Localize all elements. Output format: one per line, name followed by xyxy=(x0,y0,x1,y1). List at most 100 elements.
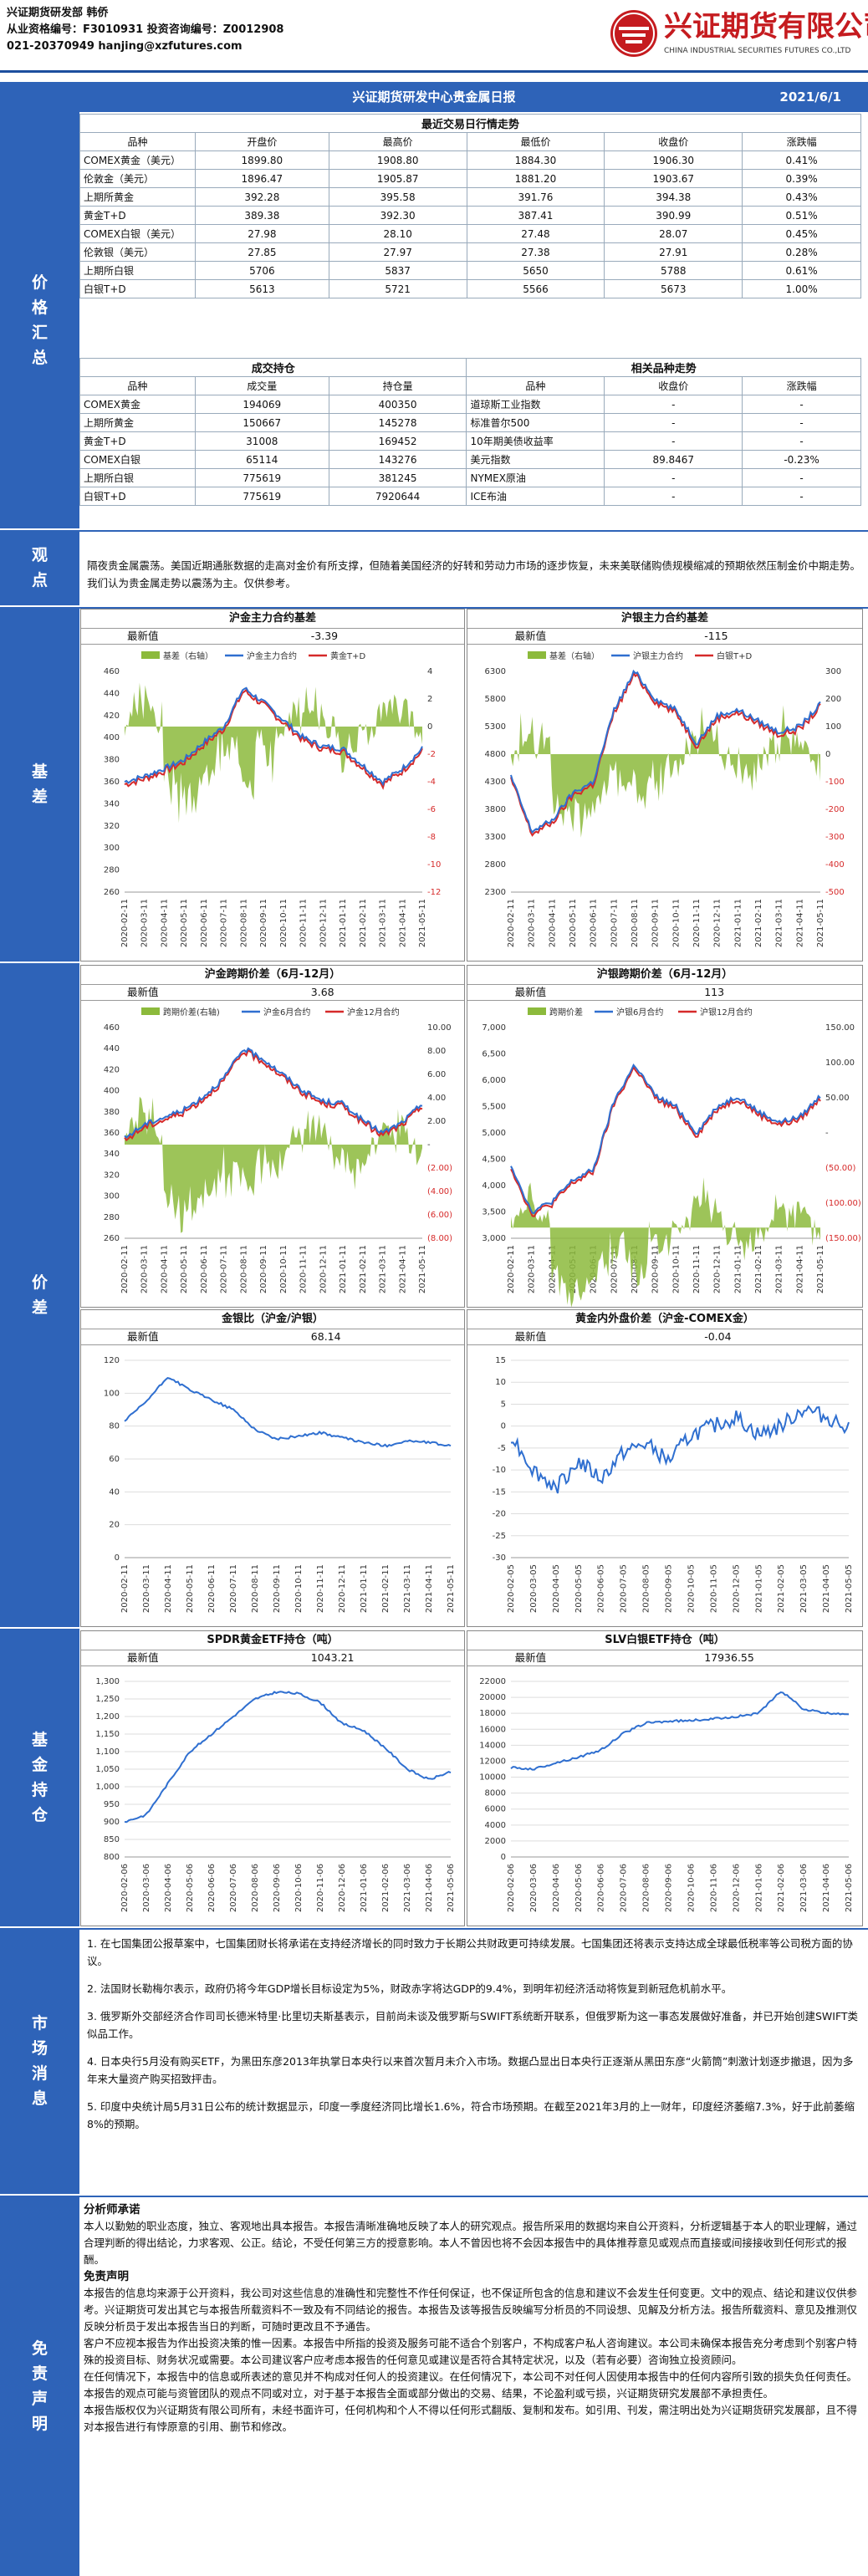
latest-value: -115 xyxy=(704,630,728,642)
table-cell: 5788 xyxy=(604,261,743,280)
x-tick-label: 2021-04-11 xyxy=(795,1245,804,1293)
x-tick-label: 2020-05-11 xyxy=(180,1245,189,1293)
x-tick-label: 2021-05-11 xyxy=(447,1564,456,1613)
y2-tick-label: -300 xyxy=(825,833,845,842)
table-cell: 1884.30 xyxy=(466,150,605,170)
table-cell: 上期所黄金 xyxy=(79,413,196,432)
section-basis-label: 基差 xyxy=(31,763,48,806)
y-tick-label: 6300 xyxy=(485,667,506,676)
legend-label: 跨期价差 xyxy=(549,1007,583,1018)
table-cell: COMEX白银（美元） xyxy=(79,224,196,243)
x-tick-label: 2021-03-11 xyxy=(775,1245,784,1293)
x-tick-label: 2021-01-05 xyxy=(754,1564,763,1613)
y2-tick-label: 100 xyxy=(825,722,841,732)
table-cell: 5566 xyxy=(466,279,605,298)
main-series-line xyxy=(510,1063,821,1214)
y2-tick-label: (50.00) xyxy=(825,1164,856,1173)
y-tick-label: 340 xyxy=(104,799,120,809)
x-tick-label: 2020-09-11 xyxy=(259,1245,268,1293)
x-tick-label: 2020-12-11 xyxy=(319,899,328,947)
table-cell: - xyxy=(604,468,743,487)
y-tick-label: 360 xyxy=(104,1129,120,1138)
y2-tick-label: -200 xyxy=(825,805,845,814)
y-tick-label: 380 xyxy=(104,1108,120,1117)
y-tick-label: 1,200 xyxy=(95,1712,120,1722)
table-cell: 169452 xyxy=(328,431,467,451)
y-tick-label: 8000 xyxy=(485,1789,506,1798)
table-cell: 5706 xyxy=(194,261,329,280)
x-tick-label: 2021-01-11 xyxy=(339,1245,348,1293)
x-tick-label: 2021-05-11 xyxy=(816,1245,825,1293)
table-cell: 5837 xyxy=(328,261,467,280)
y-tick-label: 460 xyxy=(104,1023,120,1033)
x-tick-label: 2020-03-11 xyxy=(140,1245,150,1293)
disclaimer-text: 在任何情况下，本报告中的信息或所表述的意见并不构成对任何人的投资建议。在任何情况… xyxy=(84,2370,858,2383)
column-header: 开盘价 xyxy=(194,132,329,151)
x-tick-label: 2021-01-11 xyxy=(733,899,743,947)
section-spread-label: 价差 xyxy=(31,1273,48,1317)
table-cell: 391.76 xyxy=(466,187,605,207)
table-cell: 0.45% xyxy=(742,224,861,243)
y-tick-label: 4,000 xyxy=(482,1181,506,1191)
x-tick-label: 2020-02-11 xyxy=(120,1564,130,1613)
table-cell: 黄金T+D xyxy=(79,206,196,225)
table-cell: 美元指数 xyxy=(466,450,605,469)
news-item: 4. 日本央行5月没有购买ETF，为黑田东彦2013年执掌日本央行以来首次暂月未… xyxy=(87,2055,854,2085)
table-cell: 道琼斯工业指数 xyxy=(466,395,605,414)
table-cell: - xyxy=(742,395,861,414)
y2-tick-label: 10.00 xyxy=(427,1023,452,1033)
table-cell: 143276 xyxy=(328,450,467,469)
y-tick-label: 280 xyxy=(104,866,120,875)
logo-mark-icon xyxy=(610,10,657,57)
x-tick-label: 2020-08-06 xyxy=(251,1864,260,1912)
table-cell: 400350 xyxy=(328,395,467,414)
y-tick-label: 900 xyxy=(104,1818,120,1827)
y-tick-label: 4000 xyxy=(485,1821,506,1830)
x-tick-label: 2021-04-11 xyxy=(795,899,804,947)
table-cell: 上期所白银 xyxy=(79,261,196,280)
x-tick-label: 2020-10-11 xyxy=(294,1564,304,1613)
latest-value: 1043.21 xyxy=(310,1651,355,1664)
y-tick-label: 6000 xyxy=(485,1805,506,1814)
main-series-line xyxy=(510,669,821,834)
y2-tick-label: -10 xyxy=(427,860,441,870)
disclaimer-block: 分析师承诺 本人以勤勉的职业态度，独立、客观地出具本报告。本报告清晰准确地反映了… xyxy=(84,2201,863,2436)
y-tick-label: 16000 xyxy=(479,1725,506,1734)
column-header: 最低价 xyxy=(466,132,605,151)
y-tick-label: 300 xyxy=(104,844,120,853)
table-cell: COMEX白银 xyxy=(79,450,196,469)
company-logo: 兴证期货有限公司 CHINA INDUSTRIAL SECURITIES FUT… xyxy=(610,7,868,64)
table-cell: - xyxy=(742,487,861,506)
silver-calendar-spread-panel: 沪银跨期价差（6月-12月） 最新值 113 跨期价差 沪银6月合约 沪银12月合约 3… xyxy=(467,965,863,1308)
y-tick-label: 2000 xyxy=(485,1837,506,1846)
basis-area xyxy=(125,1096,422,1233)
x-tick-label: 2021-05-11 xyxy=(418,1245,427,1293)
x-tick-label: 2020-10-06 xyxy=(687,1864,696,1912)
legend-label: 白银T+D xyxy=(717,650,752,661)
latest-label: 最新值 xyxy=(514,630,547,642)
y-tick-label: 440 xyxy=(104,689,120,698)
y-tick-label: 7,000 xyxy=(482,1023,506,1033)
y-tick-label: 460 xyxy=(104,667,120,676)
table-cell: 白银T+D xyxy=(79,487,196,506)
contact-line: 021-20370949 hanjing@xzfutures.com xyxy=(7,40,243,53)
quote-row: 白银T+D 5613 5721 5566 5673 1.00% xyxy=(79,279,861,298)
x-tick-label: 2020-04-06 xyxy=(164,1864,173,1912)
report-header: 兴证期货研发部 韩侨 从业资格编号：F3010931 投资咨询编号：Z00129… xyxy=(7,5,525,55)
x-tick-label: 2020-04-11 xyxy=(160,1245,169,1293)
legend-swatch xyxy=(141,651,160,659)
table-cell: 775619 xyxy=(194,487,329,506)
y2-tick-label: -4 xyxy=(427,778,436,787)
x-tick-label: 2020-06-11 xyxy=(200,1245,209,1293)
news-item: 1. 在七国集团公报草案中，七国集团财长将承诺在支持经济增长的同时致力于长期公共… xyxy=(87,1937,853,1967)
table-cell: 395.58 xyxy=(328,187,467,207)
y-tick-label: 420 xyxy=(104,1065,120,1074)
panel-title: SLV白银ETF持仓（吨） xyxy=(605,1634,725,1646)
legend-label: 沪金主力合约 xyxy=(247,650,297,661)
x-tick-label: 2020-02-05 xyxy=(507,1564,516,1613)
section-fund-label: 基金持仓 xyxy=(31,1731,48,1824)
y-tick-label: 80 xyxy=(109,1422,120,1431)
table-cell: 387.41 xyxy=(466,206,605,225)
gold-calendar-spread-panel: 沪金跨期价差（6月-12月） 最新值 3.68 跨期价差(右轴) 沪金6月合约 沪金1… xyxy=(80,965,465,1308)
y-tick-label: 280 xyxy=(104,1213,120,1222)
